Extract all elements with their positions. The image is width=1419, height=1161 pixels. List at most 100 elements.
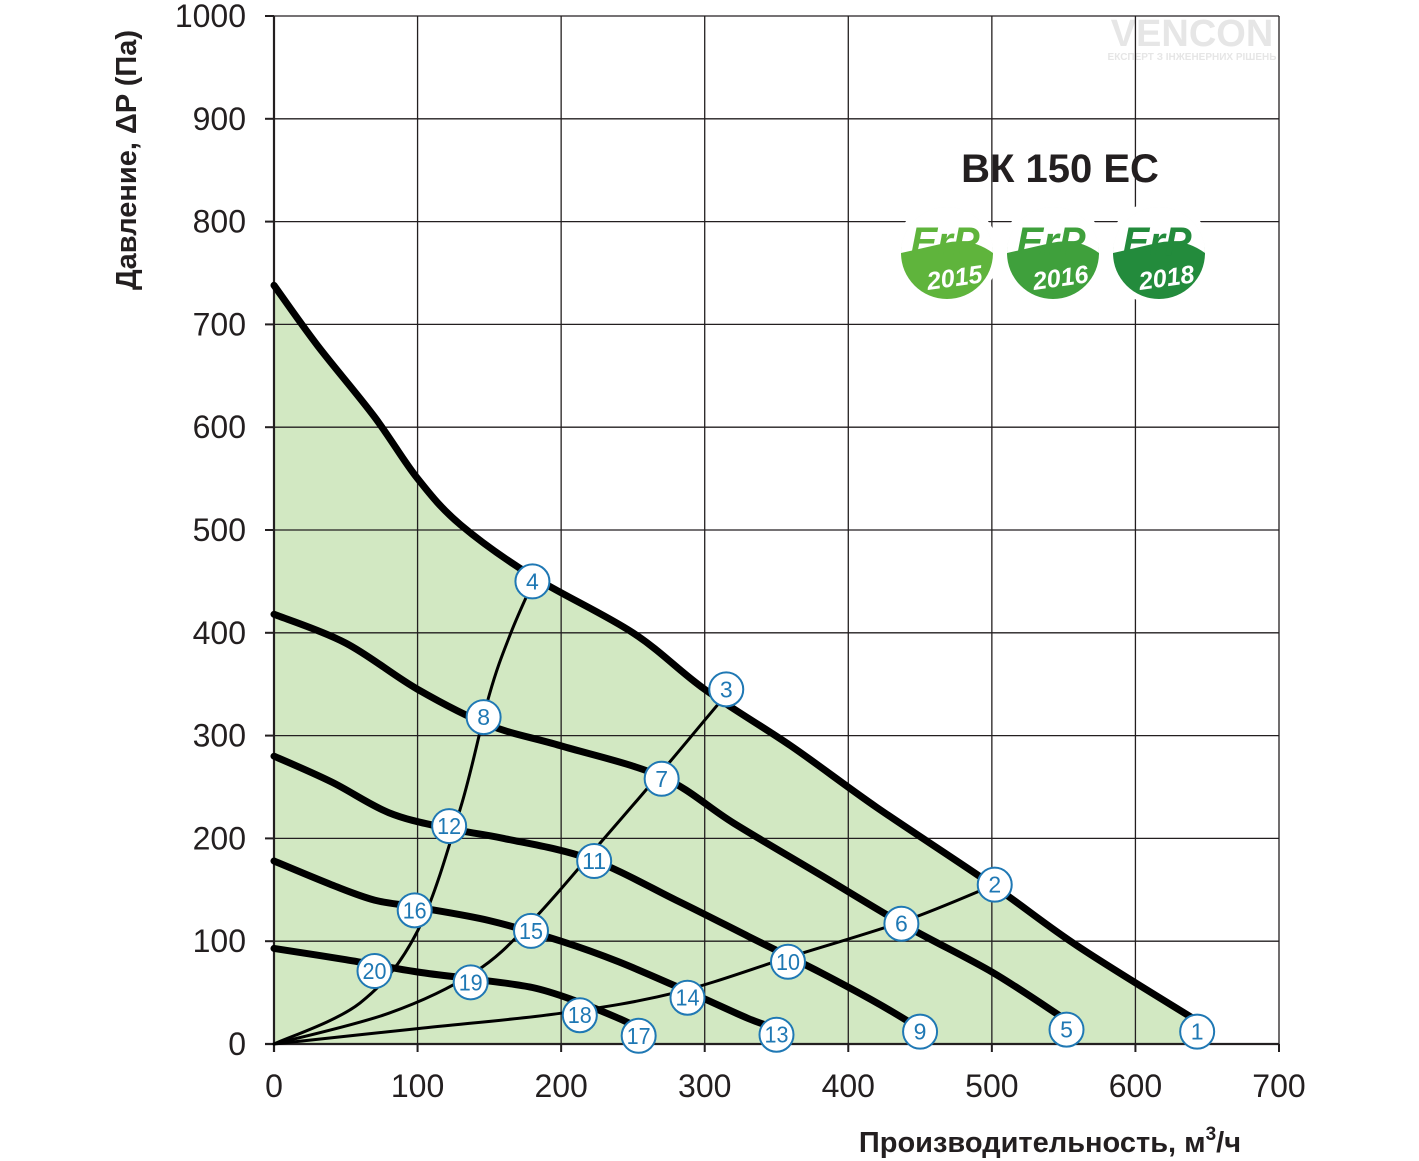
marker-label: 10 <box>776 949 800 975</box>
marker-label: 4 <box>526 568 539 594</box>
marker-7: 7 <box>643 760 680 797</box>
marker-3: 3 <box>708 671 745 708</box>
marker-1: 1 <box>1179 1013 1216 1050</box>
marker-circle <box>396 892 433 929</box>
x-axis-title: Производительность, м3/ч <box>859 1124 1241 1159</box>
x-tick-label: 100 <box>391 1068 444 1104</box>
x-tick-label: 0 <box>265 1068 283 1104</box>
x-tick-label: 700 <box>1252 1068 1305 1104</box>
erp-badge-upper <box>901 207 993 253</box>
y-tick-label: 500 <box>193 512 246 548</box>
y-tick-label: 100 <box>193 923 246 959</box>
marker-circle <box>1048 1011 1085 1048</box>
marker-16: 16 <box>396 892 433 929</box>
plot-area: 0 100 200 300 400 500 600 700 0 100 200 300 400 500 60… <box>175 0 1306 1104</box>
x-tick-label: 200 <box>534 1068 587 1104</box>
marker-label: 7 <box>655 766 668 792</box>
watermark-brand: VENCON <box>1111 13 1274 55</box>
marker-label: 1 <box>1191 1019 1204 1045</box>
marker-circle <box>356 953 393 990</box>
marker-10: 10 <box>769 943 806 980</box>
marker-circle <box>431 808 468 845</box>
y-tick-label: 1000 <box>175 0 246 34</box>
marker-15: 15 <box>512 912 549 949</box>
chart-title: ВК 150 ЕС <box>961 147 1159 191</box>
x-tick-label: 500 <box>965 1068 1018 1104</box>
marker-label: 13 <box>765 1022 789 1048</box>
watermark-tagline: ЕКСПЕРТ З ІНЖЕНЕРНИХ РІШЕНЬ <box>1108 52 1277 63</box>
marker-12: 12 <box>431 808 468 845</box>
marker-label: 18 <box>568 1002 592 1028</box>
marker-label: 2 <box>988 872 1001 898</box>
marker-11: 11 <box>576 843 613 880</box>
marker-label: 19 <box>459 969 483 995</box>
marker-6: 6 <box>883 905 920 942</box>
marker-circle <box>669 979 706 1016</box>
marker-label: 14 <box>675 985 699 1011</box>
y-tick-label: 300 <box>193 718 246 754</box>
marker-label: 6 <box>895 911 908 937</box>
marker-circle <box>452 964 489 1001</box>
erp-badge-upper <box>1007 207 1099 253</box>
marker-label: 11 <box>582 848 606 874</box>
marker-label: 15 <box>519 918 543 944</box>
marker-circle <box>514 563 551 600</box>
y-tick-label: 800 <box>193 204 246 240</box>
erp-badge-label: ErP <box>911 220 980 264</box>
fan-curve <box>270 944 644 1033</box>
marker-circle <box>643 760 680 797</box>
marker-circle <box>769 943 806 980</box>
y-axis-title: Давление, ΔP (Па) <box>111 30 143 290</box>
marker-19: 19 <box>452 964 489 1001</box>
y-tick-label: 0 <box>228 1026 246 1062</box>
marker-18: 18 <box>561 997 598 1034</box>
marker-20: 20 <box>356 953 393 990</box>
erp-badge-label: ErP <box>1017 220 1086 264</box>
marker-circle <box>561 997 598 1034</box>
marker-5: 5 <box>1048 1011 1085 1048</box>
erp-badge-upper <box>1113 207 1205 253</box>
marker-circle <box>576 843 613 880</box>
marker-17: 17 <box>620 1017 657 1054</box>
marker-4: 4 <box>514 563 551 600</box>
marker-13: 13 <box>758 1016 795 1053</box>
y-tick-label: 900 <box>193 101 246 137</box>
y-tick-label: 400 <box>193 615 246 651</box>
marker-circle <box>976 866 1013 903</box>
marker-circle <box>465 699 502 736</box>
marker-label: 17 <box>627 1023 651 1049</box>
system-curve <box>272 687 733 1046</box>
marker-9: 9 <box>902 1013 939 1050</box>
marker-circle <box>1179 1013 1216 1050</box>
marker-circle <box>620 1017 657 1054</box>
marker-circle <box>758 1016 795 1053</box>
marker-label: 5 <box>1060 1017 1073 1043</box>
marker-circle <box>708 671 745 708</box>
marker-label: 3 <box>720 676 733 702</box>
marker-circle <box>902 1013 939 1050</box>
marker-circle <box>883 905 920 942</box>
vencon-watermark: VENCON ЕКСПЕРТ З ІНЖЕНЕРНИХ РІШЕНЬ <box>1108 13 1277 63</box>
marker-circle <box>512 912 549 949</box>
y-tick-label: 200 <box>193 820 246 856</box>
y-tick-label: 600 <box>193 409 246 445</box>
marker-label: 16 <box>403 897 427 923</box>
x-tick-label: 400 <box>822 1068 875 1104</box>
marker-2: 2 <box>976 866 1013 903</box>
marker-14: 14 <box>669 979 706 1016</box>
marker-label: 8 <box>477 704 490 730</box>
x-tick-label: 300 <box>678 1068 731 1104</box>
marker-label: 12 <box>437 813 461 839</box>
operating-area <box>274 285 1193 1044</box>
y-tick-label: 700 <box>193 306 246 342</box>
marker-8: 8 <box>465 699 502 736</box>
marker-label: 9 <box>914 1019 927 1045</box>
erp-badge-label: ErP <box>1123 220 1192 264</box>
x-tick-label: 600 <box>1109 1068 1162 1104</box>
marker-label: 20 <box>363 958 387 984</box>
